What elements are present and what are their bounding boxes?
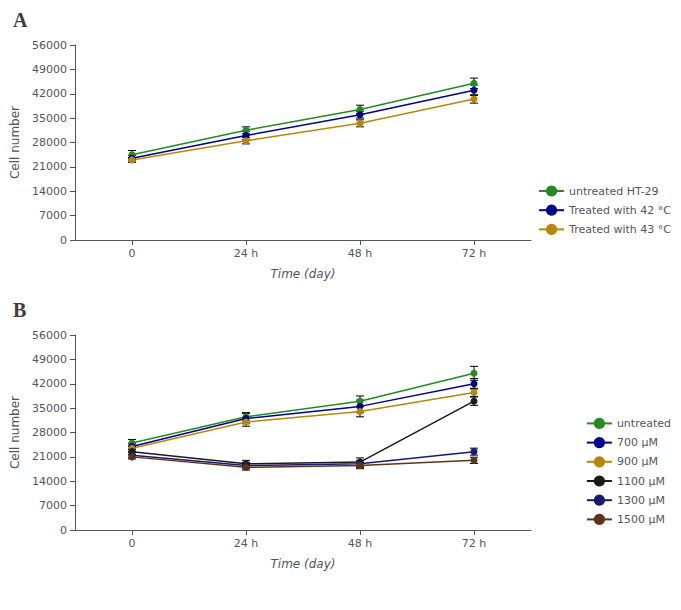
svg-text:72 h: 72 h [462,537,486,550]
svg-text:A: A [13,9,28,31]
svg-text:Treated with 43 °C: Treated with 43 °C [568,223,671,236]
svg-text:42000: 42000 [32,377,67,390]
svg-text:B: B [13,299,26,321]
svg-text:35000: 35000 [32,402,67,415]
svg-text:28000: 28000 [32,136,67,149]
svg-text:21000: 21000 [32,160,67,173]
svg-text:56000: 56000 [32,39,67,52]
svg-text:28000: 28000 [32,426,67,439]
svg-text:7000: 7000 [39,499,67,512]
svg-text:700 μM: 700 μM [617,436,658,449]
svg-text:1300 μM: 1300 μM [617,494,665,507]
svg-text:35000: 35000 [32,112,67,125]
svg-text:48 h: 48 h [348,537,372,550]
svg-text:14000: 14000 [32,475,67,488]
svg-text:Cell number: Cell number [8,106,22,179]
svg-text:1100 μM: 1100 μM [617,475,665,488]
svg-text:24 h: 24 h [234,537,258,550]
svg-text:untreated HT-29: untreated HT-29 [569,185,659,198]
svg-text:1500 μM: 1500 μM [617,513,665,526]
svg-text:0: 0 [129,247,136,260]
svg-text:56000: 56000 [32,329,67,342]
svg-text:0: 0 [60,524,67,537]
svg-text:900 μM: 900 μM [617,455,658,468]
svg-text:14000: 14000 [32,185,67,198]
svg-text:untreated: untreated [617,417,671,430]
svg-text:Treated with 42 °C: Treated with 42 °C [568,204,671,217]
svg-text:42000: 42000 [32,87,67,100]
svg-text:49000: 49000 [32,63,67,76]
svg-text:24 h: 24 h [234,247,258,260]
svg-text:7000: 7000 [39,209,67,222]
svg-text:21000: 21000 [32,450,67,463]
svg-text:49000: 49000 [32,353,67,366]
svg-text:Cell number: Cell number [8,396,22,469]
svg-text:72 h: 72 h [462,247,486,260]
svg-text:Time (day): Time (day) [271,267,336,281]
svg-text:48 h: 48 h [348,247,372,260]
svg-text:0: 0 [60,234,67,247]
svg-text:0: 0 [129,537,136,550]
svg-text:Time (day): Time (day) [271,557,336,571]
